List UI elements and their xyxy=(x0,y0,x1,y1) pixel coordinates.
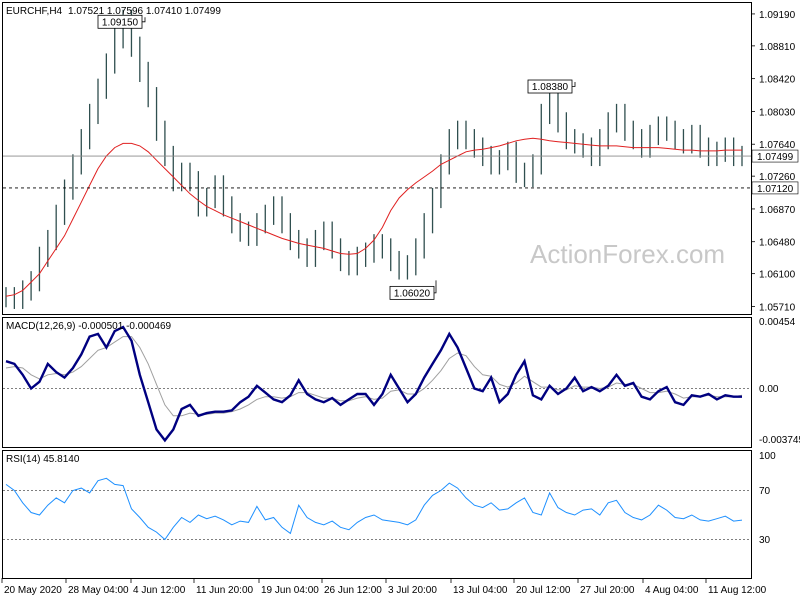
rsi-panel xyxy=(2,450,752,579)
annotation-label: 1.08380 xyxy=(532,82,569,93)
y-axis-labels: 1.09190 1.08810 1.08420 1.08030 1.07640 1.072… xyxy=(751,10,800,546)
y-tick-label: 1.06870 xyxy=(759,205,796,216)
x-tick-label: 20 Jul 12:00 xyxy=(516,585,571,596)
rsi-y-tick-label: 70 xyxy=(759,486,771,497)
rsi-y-tick-label: 30 xyxy=(759,535,771,546)
annotation-label: 1.06020 xyxy=(394,288,431,299)
price-tag-box xyxy=(751,149,799,163)
x-tick-label: 20 May 2020 xyxy=(4,585,62,596)
annotation-label: 1.09150 xyxy=(102,17,139,28)
x-tick-label: 4 Aug 04:00 xyxy=(645,585,699,596)
macd-y-tick-label: 0.00454 xyxy=(759,317,796,328)
annotation-leader xyxy=(434,280,437,294)
x-tick-label: 4 Jun 12:00 xyxy=(133,585,186,596)
annotation-leader xyxy=(142,17,146,23)
y-tick-label: 1.06480 xyxy=(759,238,796,249)
price-bars xyxy=(5,9,743,309)
price-tag-label: 1.07499 xyxy=(757,152,794,163)
x-tick-label: 13 Jul 04:00 xyxy=(453,585,508,596)
y-tick-label: 1.05710 xyxy=(759,302,796,313)
moving-average-line xyxy=(5,137,742,297)
y-tick-label: 1.06100 xyxy=(759,270,796,281)
annotation-leader xyxy=(572,82,576,87)
x-tick-label: 19 Jun 04:00 xyxy=(261,585,319,596)
rsi-y-tick-label: 100 xyxy=(759,451,776,462)
price-tags: 1.07499 1.07120 xyxy=(751,149,799,195)
annotation-box xyxy=(97,14,143,29)
macd-y-tick-label: 0.00 xyxy=(759,384,779,395)
price-tag-box xyxy=(751,181,799,195)
watermark: ActionForex.com xyxy=(530,239,725,269)
ohlc-readout: 1.07521 1.07596 1.07410 1.07499 xyxy=(68,6,221,17)
y-tick-label: 1.08030 xyxy=(759,107,796,118)
x-tick-label: 26 Jun 12:00 xyxy=(324,585,382,596)
y-tick-label: 1.07260 xyxy=(759,172,796,183)
y-tick-label: 1.08420 xyxy=(759,75,796,86)
annotation-box xyxy=(389,285,435,300)
rsi-line xyxy=(5,477,743,541)
macd-y-tick-label: -0.003745 xyxy=(759,435,800,446)
macd-line xyxy=(5,325,742,443)
x-tick-label: 27 Jul 20:00 xyxy=(580,585,635,596)
macd-panel-title: MACD(12,26,9) -0.000501 -0.000469 xyxy=(6,321,172,332)
y-tick-label: 1.07640 xyxy=(759,140,796,151)
macd-panel xyxy=(2,317,752,448)
x-tick-label: 3 Jul 20:00 xyxy=(388,585,437,596)
x-tick-label: 11 Aug 12:00 xyxy=(708,585,767,596)
x-axis-labels: 20 May 2020 28 May 04:00 4 Jun 12:00 11 Jun… xyxy=(1,578,767,596)
y-tick-label: 1.08810 xyxy=(759,42,796,53)
price-annotations: 1.09150 1.08380 1.06020 xyxy=(97,14,576,300)
price-panel-title: EURCHF,H4 xyxy=(6,6,63,17)
y-tick-label: 1.09190 xyxy=(759,10,796,21)
x-tick-label: 11 Jun 20:00 xyxy=(196,585,254,596)
price-panel xyxy=(2,2,752,315)
x-tick-label: 28 May 04:00 xyxy=(68,585,129,596)
price-tag-label: 1.07120 xyxy=(757,184,794,195)
rsi-panel-title: RSI(14) 45.8140 xyxy=(6,454,80,465)
annotation-box xyxy=(527,79,573,94)
